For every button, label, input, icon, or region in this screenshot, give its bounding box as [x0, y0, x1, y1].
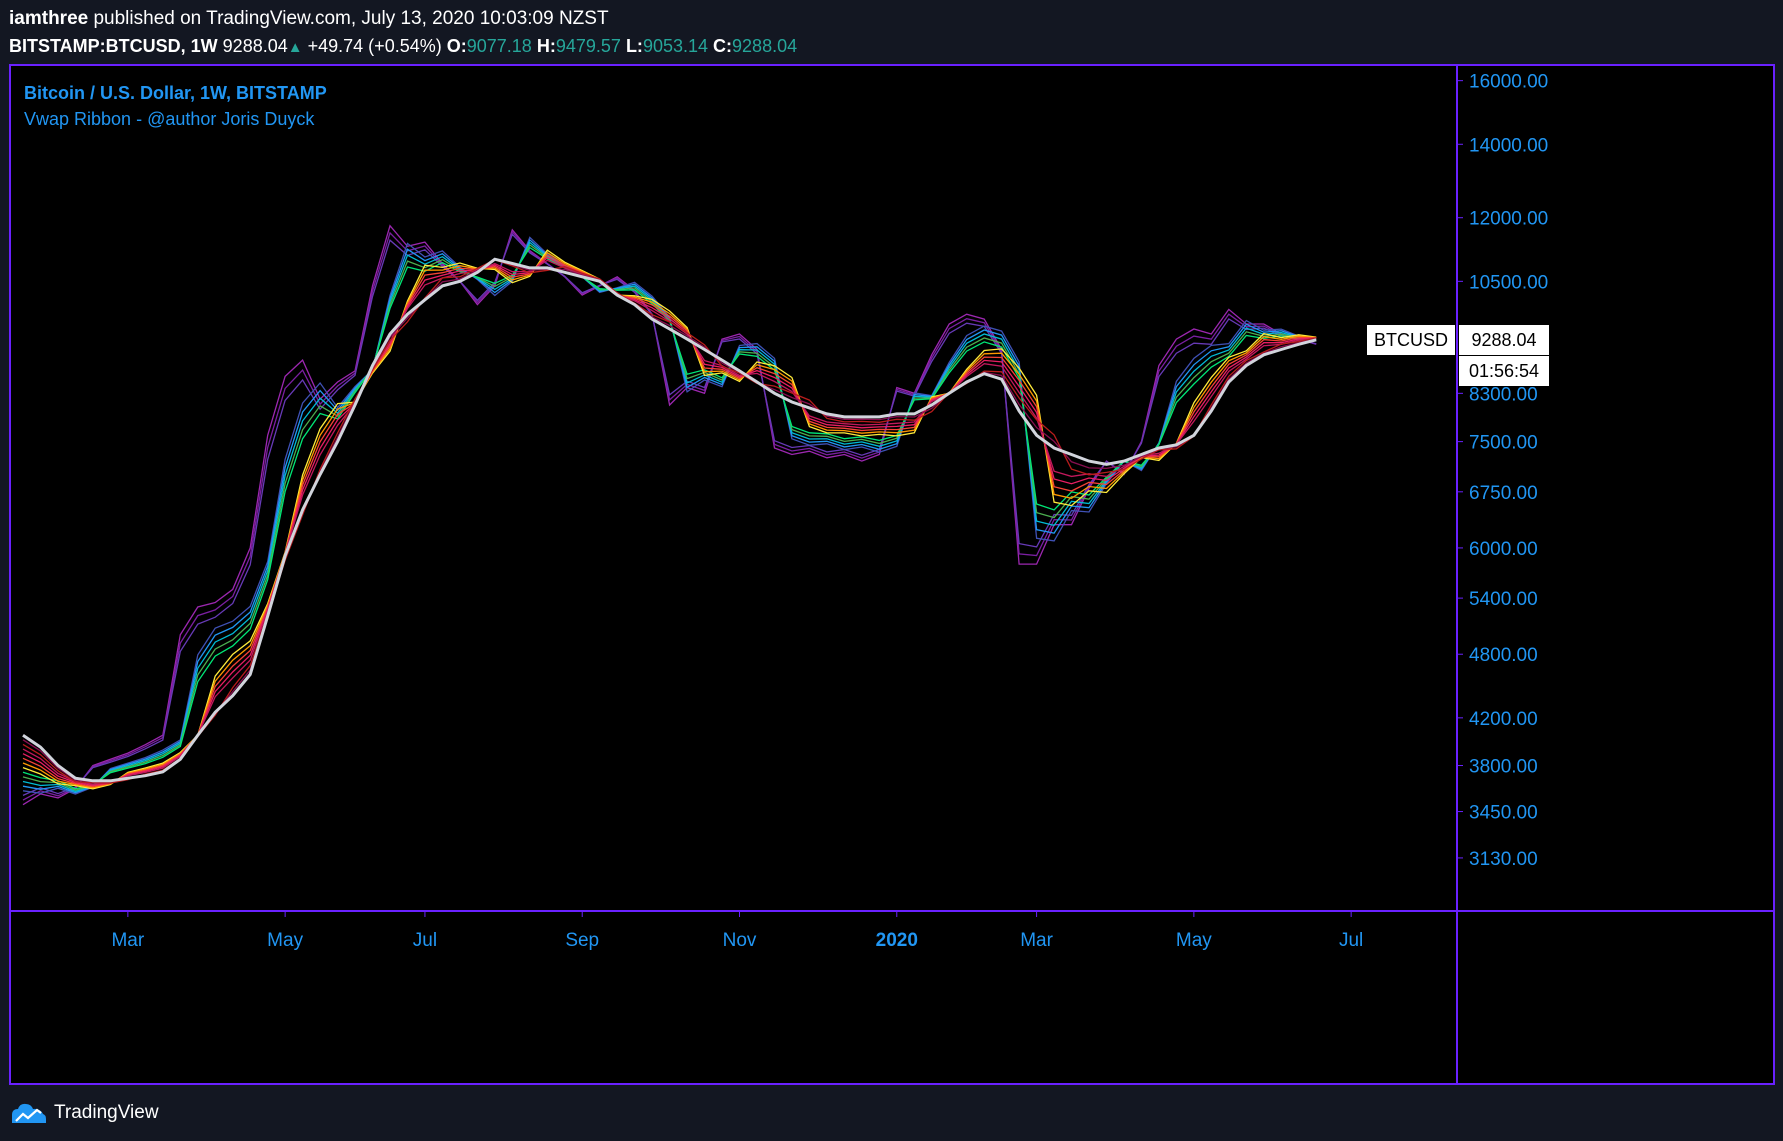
close-label: C: — [713, 36, 733, 56]
ribbon-line — [22, 233, 1317, 796]
open-label: O: — [446, 36, 467, 56]
up-arrow-icon: ▲ — [287, 39, 303, 56]
chart-legend: Bitcoin / U.S. Dollar, 1W, BITSTAMP Vwap… — [24, 80, 327, 132]
high-value: 9479.57 — [555, 36, 621, 56]
y-tick-label: 12000.00 — [1469, 209, 1548, 230]
x-tick-label: May — [1176, 930, 1212, 951]
series-title[interactable]: Bitcoin / U.S. Dollar, 1W, BITSTAMP — [24, 83, 327, 103]
ribbon-line — [22, 259, 1317, 785]
chart-frame[interactable]: 16000.00 14000.00 12000.00 10500.00 8300.00 7… — [9, 64, 1775, 1085]
ribbon-line — [22, 258, 1317, 783]
y-tick-label: 3130.00 — [1469, 849, 1538, 870]
y-tick-label: 6000.00 — [1469, 539, 1538, 560]
author-name[interactable]: iamthree — [9, 8, 89, 29]
ribbon-line — [22, 249, 1317, 790]
y-tick-label: 3450.00 — [1469, 803, 1538, 824]
y-tick-label: 6750.00 — [1469, 483, 1538, 504]
countdown-box — [1459, 356, 1549, 386]
x-tick-label: 2020 — [876, 930, 918, 951]
x-tick-label: Mar — [111, 930, 144, 951]
low-value: 9053.14 — [642, 36, 709, 56]
symbol-label: BITSTAMP:BTCUSD, 1W — [9, 36, 218, 56]
last-price: 9288.04 — [222, 36, 288, 56]
y-tick-label: 4800.00 — [1469, 645, 1538, 666]
x-tick-label: Mar — [1020, 930, 1053, 951]
publish-info: iamthree published on TradingView.com, J… — [9, 6, 1769, 33]
ribbon-line — [22, 224, 1317, 806]
x-tick-label: Jul — [413, 930, 437, 951]
ribbon-line — [22, 258, 1317, 784]
y-tick-label: 7500.00 — [1469, 433, 1538, 454]
ribbon-line — [22, 254, 1317, 788]
y-tick-label: 10500.00 — [1469, 272, 1548, 293]
x-tick-label: Jul — [1339, 930, 1363, 951]
ribbon-line — [22, 244, 1317, 791]
x-tick-label: Nov — [723, 930, 757, 951]
vwap-slow-line — [22, 257, 1317, 783]
price-label-name: BTCUSD — [1374, 330, 1448, 350]
price-change: +49.74 (+0.54%) — [307, 36, 442, 56]
y-tick-label: 4200.00 — [1469, 709, 1538, 730]
open-value: 9077.18 — [466, 36, 532, 56]
price-label-value: 9288.04 — [1471, 330, 1536, 350]
price-label-name-box — [1367, 325, 1455, 355]
tradingview-logo-icon — [12, 1103, 46, 1123]
y-tick-label: 16000.00 — [1469, 72, 1548, 93]
ribbon-line — [22, 256, 1317, 787]
y-tick-label: 3800.00 — [1469, 757, 1538, 778]
y-tick-label: 14000.00 — [1469, 135, 1548, 156]
published-text: published on TradingView.com, July 13, 2… — [93, 8, 609, 29]
ribbon-line — [22, 251, 1317, 789]
close-value: 9288.04 — [732, 36, 798, 56]
price-label-value-box — [1459, 325, 1549, 355]
y-tick-label: 5400.00 — [1469, 589, 1538, 610]
chart-header: iamthree published on TradingView.com, J… — [9, 6, 1769, 60]
countdown-label: 01:56:54 — [1469, 361, 1539, 381]
price-chart[interactable]: 16000.00 14000.00 12000.00 10500.00 8300.00 7… — [11, 66, 1773, 1083]
footer: TradingView — [10, 1098, 159, 1128]
x-tick-label: Sep — [565, 930, 599, 951]
low-label: L: — [625, 36, 643, 56]
x-tick-label: May — [267, 930, 303, 951]
high-label: H: — [536, 36, 556, 56]
ohlc-row: BITSTAMP:BTCUSD, 1W 9288.04▲ +49.74 (+0.… — [9, 33, 1769, 60]
y-tick-label: 8300.00 — [1469, 384, 1538, 405]
indicator-title[interactable]: Vwap Ribbon - @author Joris Duyck — [24, 109, 315, 129]
tradingview-brand[interactable]: TradingView — [54, 1102, 159, 1123]
